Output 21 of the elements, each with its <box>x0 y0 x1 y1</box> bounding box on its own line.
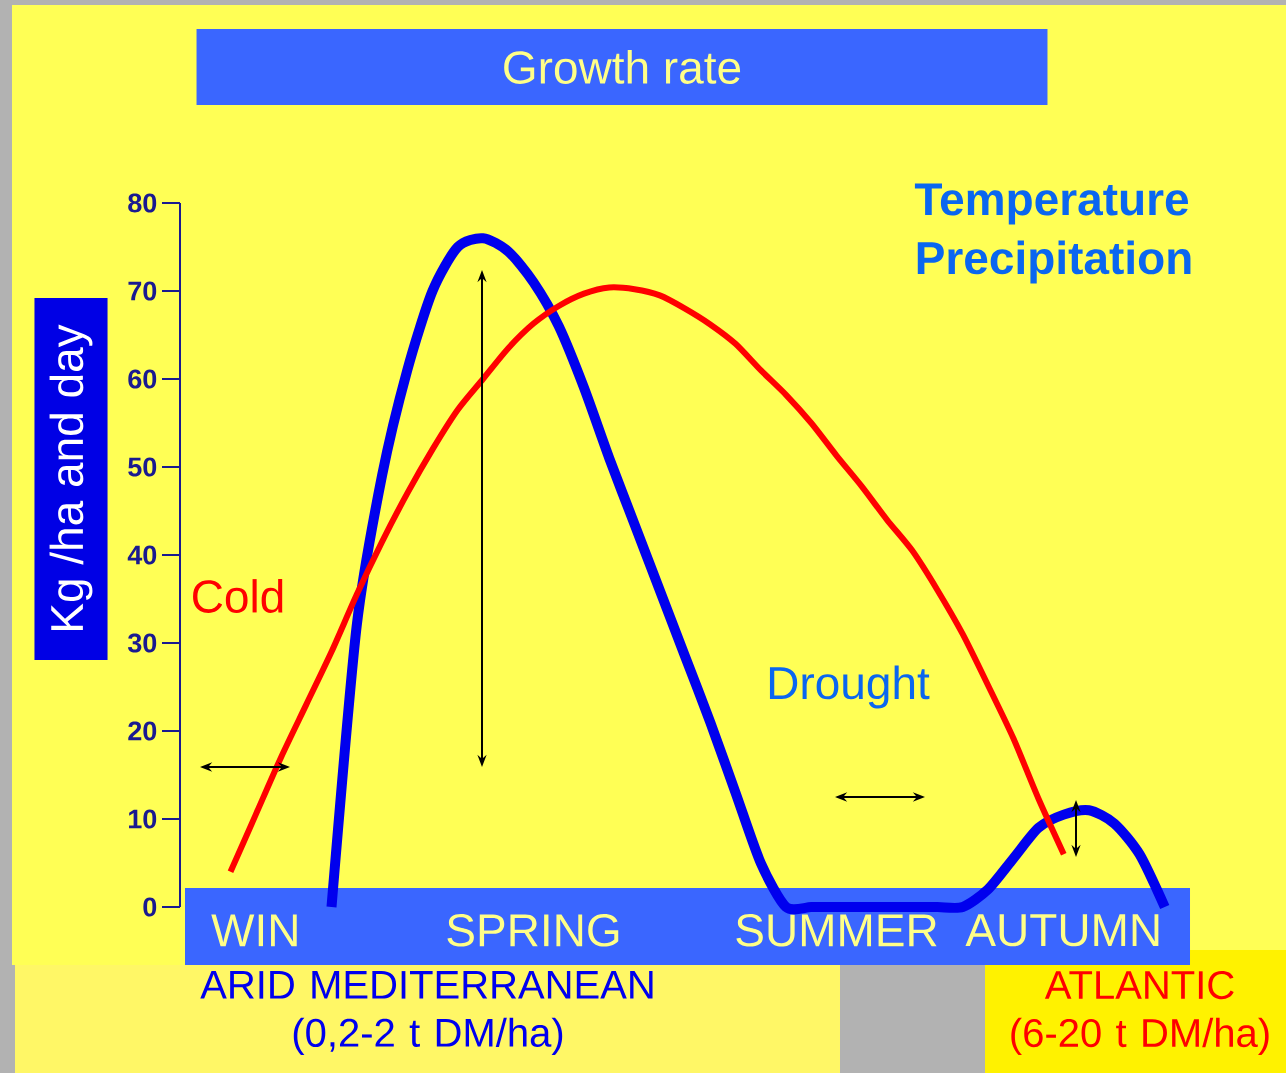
y-tick-label: 80 <box>128 193 157 213</box>
x-tick-label: SPRING <box>447 914 619 947</box>
y-tick-label: 60 <box>128 369 157 389</box>
text: ARID MEDITERRANEAN (0,2-2 t DM/ha) <box>200 971 653 1055</box>
y-tick-label: 30 <box>127 633 157 653</box>
x-tick-label: AUTUMN <box>965 914 1159 947</box>
annotation: Cold <box>193 579 283 613</box>
y-tick-label: 70 <box>128 281 157 301</box>
y-tick-label: 20 <box>128 721 157 741</box>
y-tick-label: 40 <box>127 545 157 565</box>
y-tick-label: 10 <box>129 809 157 829</box>
y-tick-label: 50 <box>128 457 157 477</box>
annotation: Temperature <box>914 183 1189 225</box>
chart-title: Growth rate <box>504 50 741 84</box>
y-axis-title: Kg /ha and day <box>49 324 93 630</box>
y-tick-label: 0 <box>143 897 157 917</box>
text: ATLANTIC (6-20 t DM/ha) <box>1011 970 1269 1056</box>
x-tick-label: WIN <box>211 914 297 947</box>
x-tick-label: SUMMER <box>736 914 937 947</box>
annotation: Drought <box>769 665 930 709</box>
annotation: Precipitation <box>917 240 1191 284</box>
